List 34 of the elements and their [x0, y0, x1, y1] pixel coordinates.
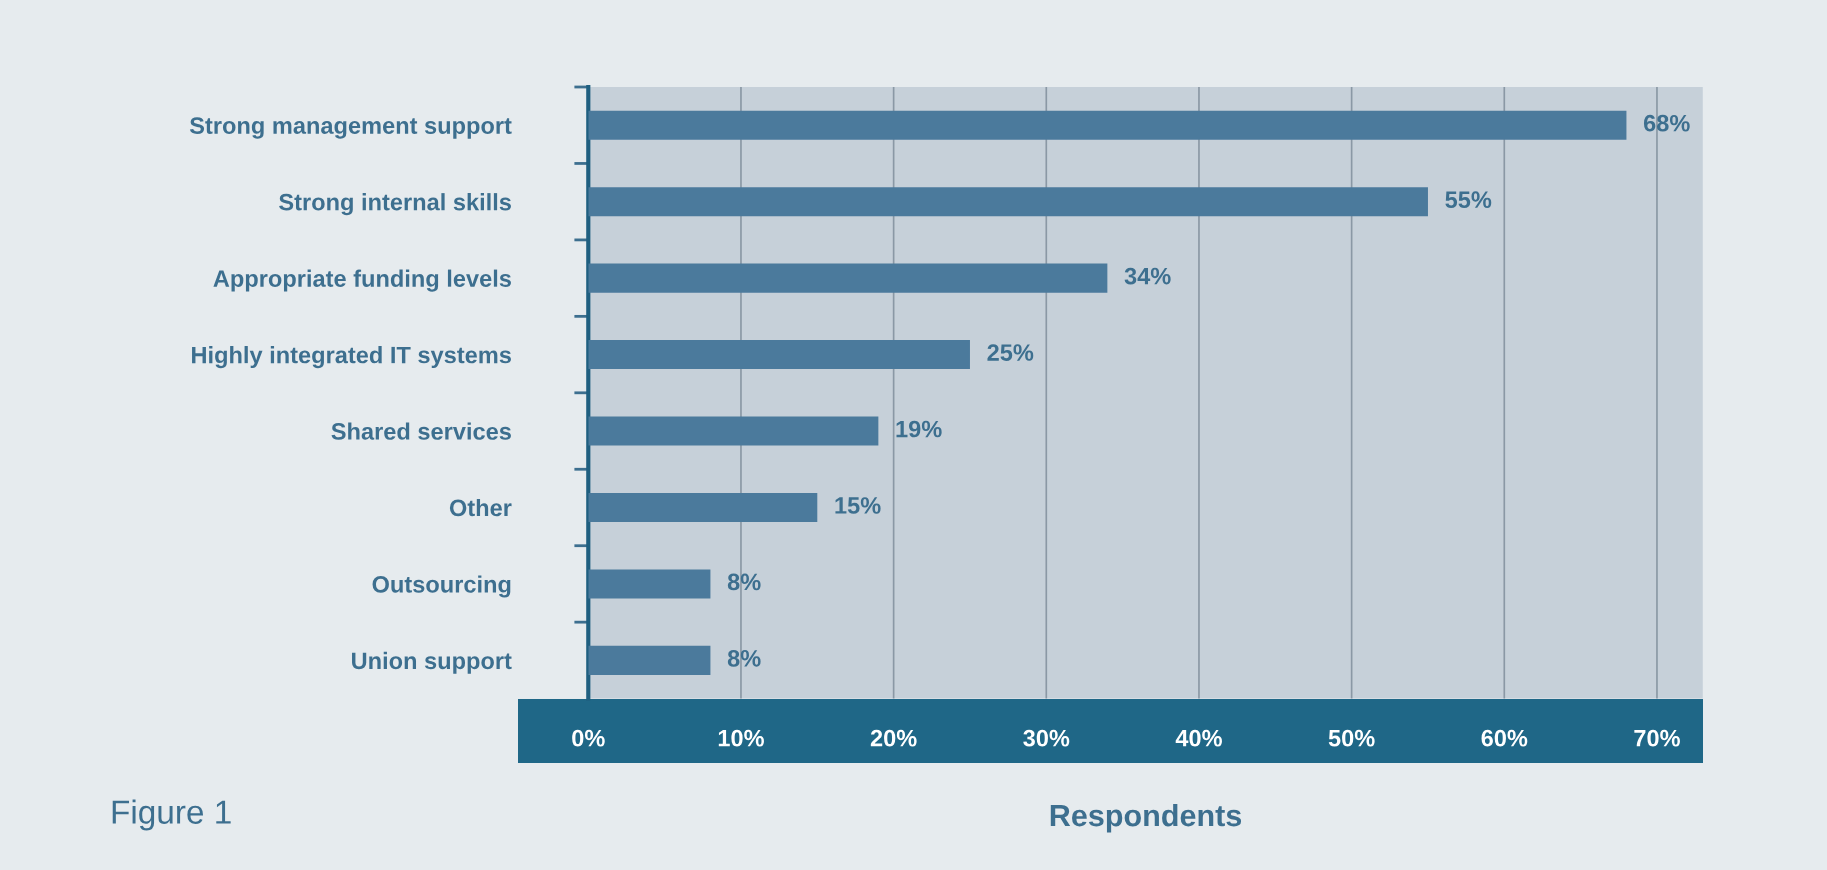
data-label: 68%: [1643, 114, 1690, 132]
data-label: 8%: [727, 650, 761, 667]
data-label: 55%: [1445, 191, 1492, 209]
y-tick-label: Strong internal skills: [279, 193, 511, 216]
bar: [588, 340, 970, 370]
data-label: 19%: [896, 420, 942, 438]
bar: [588, 110, 1627, 140]
caption: Figure 1: [112, 799, 231, 831]
bar: [588, 645, 711, 675]
data-label: 25%: [987, 344, 1034, 361]
bar: [588, 416, 879, 446]
y-tick-label: Strong management support: [189, 117, 512, 139]
bar: [588, 569, 711, 599]
bar: [588, 263, 1108, 293]
x-tick-label: 20%: [870, 729, 917, 747]
y-tick-label: Highly integrated IT systems: [192, 346, 511, 369]
bar: [588, 187, 1428, 217]
x-tick-label: 70%: [1634, 729, 1680, 747]
y-tick-label: Appropriate funding levels: [213, 269, 511, 292]
x-tick-label: 60%: [1481, 729, 1528, 747]
x-axis-title: Respondents: [1050, 803, 1242, 833]
x-tick-label: 10%: [718, 729, 764, 747]
x-tick-label: 50%: [1328, 729, 1375, 747]
data-label: 8%: [727, 573, 761, 591]
data-label: 34%: [1124, 267, 1171, 285]
x-tick-label: 40%: [1175, 729, 1222, 747]
x-tick-label: 0%: [572, 729, 605, 747]
x-tick-label: 30%: [1023, 729, 1070, 747]
bar: [588, 492, 818, 523]
y-tick-label: Union support: [352, 651, 512, 674]
y-tick-label: Outsourcing: [372, 575, 511, 598]
y-tick-label: Other: [449, 498, 512, 517]
data-label: 15%: [835, 497, 881, 514]
y-tick-label: Shared services: [331, 422, 511, 440]
